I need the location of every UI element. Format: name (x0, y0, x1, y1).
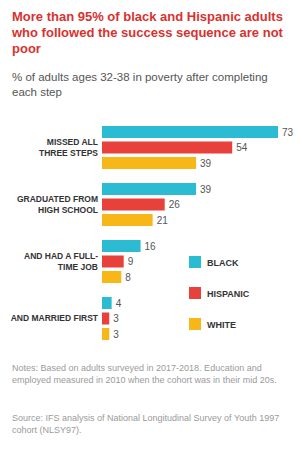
bar (102, 199, 165, 211)
bar (102, 240, 141, 252)
notes: Notes: Based on adults surveyed in 2017-… (12, 362, 284, 386)
subtitle: % of adults ages 32-38 in poverty after … (12, 70, 274, 100)
chart-root: More than 95% of black and Hispanic adul… (0, 0, 300, 456)
bar (102, 126, 278, 138)
bars (102, 126, 278, 340)
category-label: MISSED ALL THREE STEPS (20, 126, 98, 169)
data-label: 3 (113, 313, 119, 324)
legend-swatch (189, 287, 201, 299)
bar (102, 142, 232, 154)
data-label: 9 (128, 256, 134, 267)
legend-label: HISPANIC (207, 289, 250, 299)
data-label: 3 (113, 329, 119, 340)
data-label: 73 (282, 127, 294, 138)
category-label: GRADUATED FROM HIGH SCHOOL (8, 183, 98, 226)
bar (102, 157, 196, 169)
data-label: 21 (157, 215, 169, 226)
category-label: AND MARRIED FIRST (6, 297, 98, 340)
data-label: 4 (116, 298, 122, 309)
bar (102, 214, 153, 226)
bar (102, 297, 112, 309)
category-label: AND HAD A FULL-TIME JOB (20, 240, 98, 283)
data-label: 16 (145, 241, 157, 252)
bar (102, 328, 109, 340)
bar (102, 313, 109, 325)
data-label: 54 (236, 142, 248, 153)
legend: BLACK HISPANIC WHITE (189, 256, 250, 330)
legend-swatch (189, 318, 201, 330)
bar (102, 271, 121, 283)
data-label: 26 (169, 199, 181, 210)
bar (102, 256, 124, 268)
data-labels: 73 54 39 39 2621 16 9 8 4 3 3 (113, 127, 293, 340)
data-label: 39 (200, 158, 212, 169)
plot-svg: 73 54 39 39 2621 16 9 8 4 3 3 BLACK HISPANIC WHITE (0, 0, 300, 456)
bar (102, 183, 196, 195)
legend-label: BLACK (207, 258, 239, 268)
data-label: 39 (200, 184, 212, 195)
source: Source: IFS analysis of National Longitu… (12, 412, 284, 436)
legend-label: WHITE (207, 320, 236, 330)
data-label: 8 (125, 272, 131, 283)
title: More than 95% of black and Hispanic adul… (12, 9, 290, 57)
legend-swatch (189, 256, 201, 268)
